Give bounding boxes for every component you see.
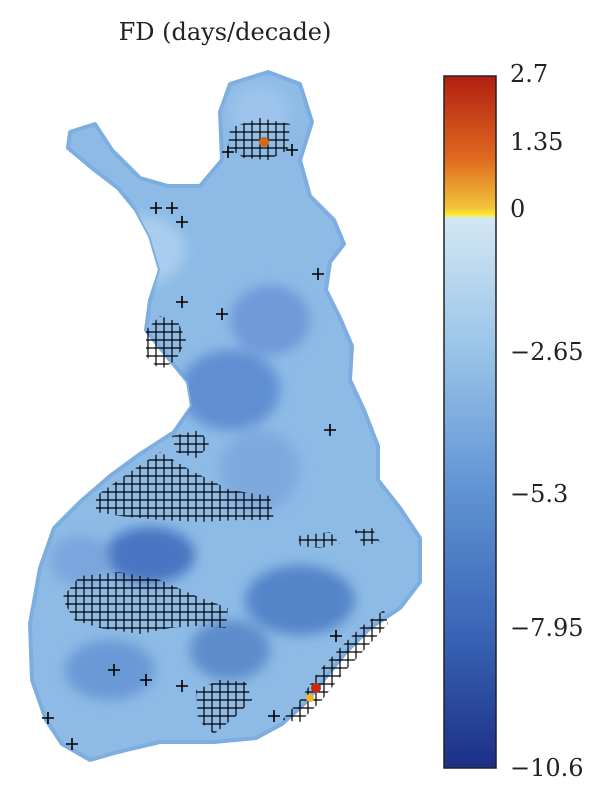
plus-marker — [286, 144, 298, 156]
colorbar-tick-label: 0 — [510, 195, 526, 223]
plus-marker — [268, 710, 280, 722]
colorbar-gradient — [443, 75, 497, 769]
colorbar-tick-label: 1.35 — [510, 128, 564, 156]
plus-marker — [140, 674, 152, 686]
finland-map — [28, 70, 422, 762]
plus-marker — [222, 146, 234, 158]
map-title: FD (days/decade) — [118, 18, 332, 46]
colorbar-tick-label: −5.3 — [510, 480, 569, 508]
marker-cluster-east — [298, 532, 340, 548]
plus-marker — [150, 202, 162, 214]
marker-cluster-west-central — [146, 316, 186, 370]
plus-marker — [66, 738, 78, 750]
positive-hotspots — [259, 137, 321, 702]
plus-marker — [324, 424, 336, 436]
plus-marker — [176, 296, 188, 308]
marker-cluster-west-large — [96, 452, 274, 522]
plus-marker — [216, 308, 228, 320]
significance-markers — [62, 118, 388, 734]
plus-marker — [108, 664, 120, 676]
plus-marker — [176, 680, 188, 692]
colorbar-tick-label: −2.65 — [510, 338, 584, 366]
marker-cluster-south-coast — [196, 680, 252, 734]
hotspot-southeast — [311, 683, 321, 693]
marker-cluster-central — [172, 430, 210, 458]
colorbar-tick-label: −10.6 — [510, 754, 584, 782]
single-markers — [42, 144, 342, 750]
plus-marker — [176, 216, 188, 228]
plus-marker — [166, 202, 178, 214]
plus-marker — [42, 712, 54, 724]
plus-marker — [330, 630, 342, 642]
hotspot-north — [259, 137, 269, 147]
plus-marker — [312, 268, 324, 280]
marker-cluster-lapland-north — [228, 118, 290, 160]
marker-cluster-southeast-border — [282, 610, 388, 722]
colorbar-tick-label: −7.95 — [510, 614, 584, 642]
colorbar-tick-label: 2.7 — [510, 60, 549, 88]
marker-cluster-east-2 — [354, 528, 380, 546]
colorbar — [443, 75, 497, 769]
marker-cluster-southwest-large — [62, 572, 228, 634]
